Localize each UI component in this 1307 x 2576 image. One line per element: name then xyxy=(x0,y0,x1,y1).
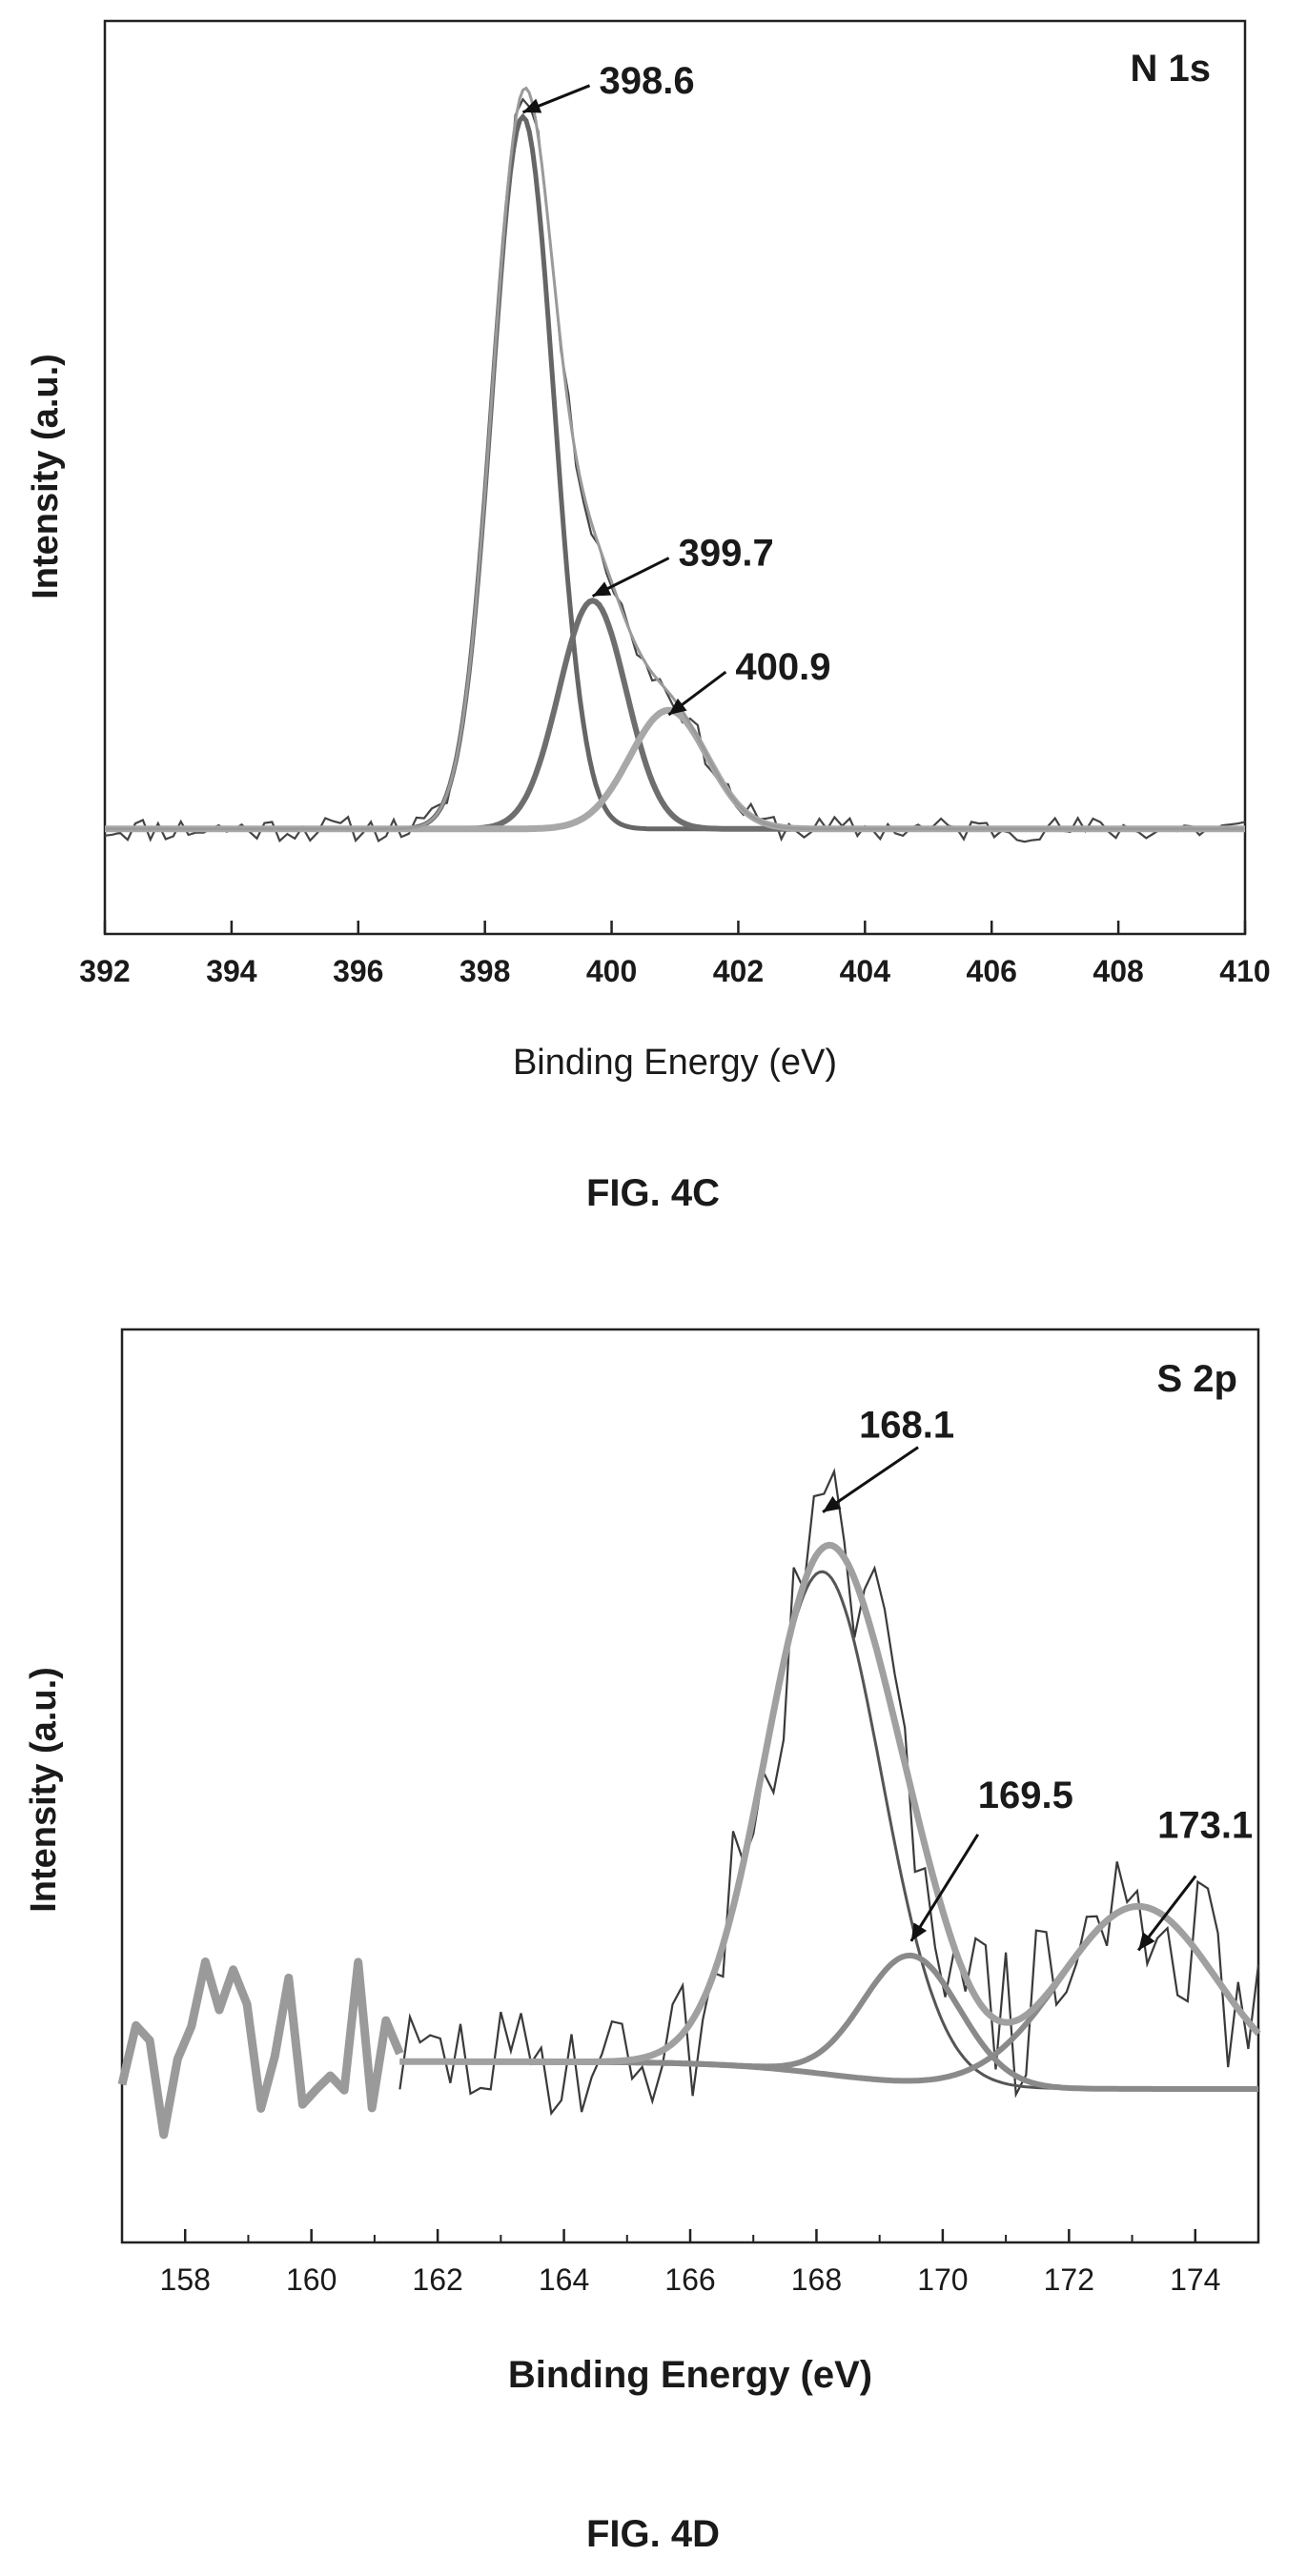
annotation-arrow xyxy=(822,1446,919,1513)
plot-curves xyxy=(104,86,1246,843)
x-axis-ticks: 392 394 396 398 400 402 404 406 408 410 xyxy=(79,921,1271,988)
x-tick-label: 174 xyxy=(1170,2262,1220,2297)
x-tick-label: 164 xyxy=(539,2262,589,2297)
x-tick-label: 168 xyxy=(791,2262,842,2297)
peak-label: 173.1 xyxy=(1157,1804,1253,1846)
x-tick-label: 404 xyxy=(840,954,891,988)
annotation-arrowhead xyxy=(1138,1932,1155,1951)
plot-frame xyxy=(103,19,1247,936)
x-tick-label: 408 xyxy=(1093,954,1143,988)
raw-spectrum-low-energy-line xyxy=(117,1957,404,2140)
fit-envelope xyxy=(105,86,1245,831)
panel-label: N 1s xyxy=(1131,48,1212,90)
annotation-arrowhead xyxy=(910,1922,928,1941)
annotation-arrowhead xyxy=(823,1495,842,1512)
raw-spectrum-line xyxy=(104,97,1246,843)
x-tick-label: 170 xyxy=(917,2262,968,2297)
x-tick-label: 158 xyxy=(160,2262,211,2297)
x-tick-label: 394 xyxy=(206,954,257,988)
peak-label: 169.5 xyxy=(978,1775,1073,1816)
y-axis-label: Intensity (a.u.) xyxy=(26,354,66,599)
chart-panel-n1s: 392 394 396 398 400 402 404 406 408 410 398.6 399.… xyxy=(26,19,1271,1214)
peak-label: 399.7 xyxy=(679,533,774,575)
x-tick-label: 166 xyxy=(664,2262,715,2297)
x-axis-label: Binding Energy (eV) xyxy=(513,1043,837,1083)
fit-component-1 xyxy=(399,1570,1258,2091)
chart-panel-s2p: 158 160 162 164 166 168 170 172 174 168.1 169.5 17… xyxy=(24,1328,1261,2555)
annotation-arrowhead xyxy=(522,98,542,113)
x-tick-label: 410 xyxy=(1219,954,1270,988)
plot-frame xyxy=(120,1328,1260,2244)
fit-component-1 xyxy=(105,112,1245,832)
fit-component-3 xyxy=(105,706,1245,833)
peak-label: 400.9 xyxy=(735,646,830,688)
figure-caption: FIG. 4D xyxy=(586,2513,720,2555)
x-tick-label: 396 xyxy=(333,954,383,988)
annotation-arrowhead xyxy=(592,581,612,597)
fit-envelope xyxy=(399,1541,1261,2065)
x-tick-label: 406 xyxy=(967,954,1017,988)
figure-caption: FIG. 4C xyxy=(586,1172,720,1214)
y-axis-label: Intensity (a.u.) xyxy=(24,1667,64,1913)
x-axis-ticks: 158 160 162 164 166 168 170 172 174 xyxy=(121,2229,1259,2297)
x-tick-label: 398 xyxy=(459,954,510,988)
x-tick-label: 172 xyxy=(1044,2262,1094,2297)
x-tick-label: 162 xyxy=(412,2262,462,2297)
peak-label: 168.1 xyxy=(859,1405,954,1447)
x-tick-label: 392 xyxy=(79,954,130,988)
peak-annotations: 398.6 399.7 400.9 xyxy=(521,60,830,717)
peak-annotations: 168.1 169.5 173.1 xyxy=(822,1405,1253,1952)
annotation-arrowhead xyxy=(668,698,687,716)
raw-spectrum-line xyxy=(398,1468,1260,2117)
x-tick-label: 400 xyxy=(586,954,637,988)
peak-label: 398.6 xyxy=(600,60,695,102)
panel-label: S 2p xyxy=(1157,1358,1237,1400)
x-axis-label: Binding Energy (eV) xyxy=(508,2354,872,2396)
x-tick-label: 402 xyxy=(713,954,764,988)
plot-curves xyxy=(117,1468,1261,2140)
fit-component-2 xyxy=(399,1952,1258,2092)
annotation-arrow xyxy=(909,1834,980,1942)
x-tick-label: 160 xyxy=(286,2262,337,2297)
